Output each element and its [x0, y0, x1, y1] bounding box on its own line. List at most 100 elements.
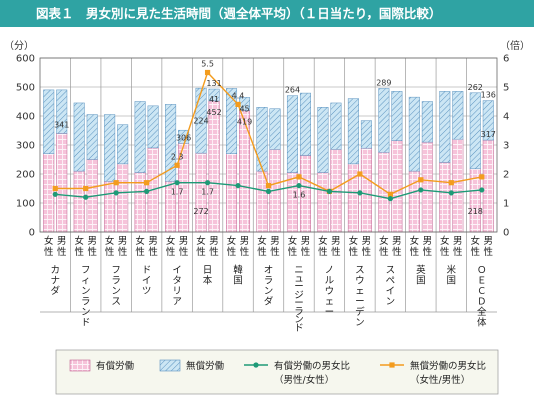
unpaid-ratio-point — [83, 185, 89, 192]
sex-label: 男性 — [453, 236, 463, 258]
paid-ratio-point — [448, 190, 454, 196]
paid-ratio-point — [326, 188, 333, 194]
bar-unpaid — [299, 92, 311, 156]
bar-paid — [482, 139, 494, 233]
sex-label: 男性 — [270, 236, 280, 258]
data-label: 264 — [285, 86, 300, 95]
legend-marker-paid-ratio — [253, 362, 259, 368]
bar-unpaid — [117, 124, 129, 165]
sex-label: 女性 — [257, 235, 267, 258]
sex-label: 女性 — [196, 235, 206, 258]
sex-label: 男性 — [209, 236, 219, 258]
bar-paid — [208, 100, 220, 233]
country-label: フランス — [111, 265, 121, 308]
data-label: 452 — [206, 108, 221, 117]
right-axis-unit: （倍） — [500, 39, 530, 52]
left-tick-label: 300 — [16, 141, 35, 152]
left-tick-label: 200 — [16, 170, 35, 181]
country-label: ニュージーランド — [294, 265, 304, 334]
sex-label: 男性 — [179, 236, 189, 258]
legend-label-paid-ratio-sub: （男性/女性） — [274, 374, 334, 386]
sex-label: 男性 — [423, 236, 433, 258]
chart-title: 図表１ 男女別に見た生活時間（週全体平均）（１日当たり，国際比較） — [0, 0, 534, 27]
bar-unpaid — [86, 114, 98, 160]
data-label: 262 — [468, 83, 483, 92]
paid-ratio-point — [52, 191, 58, 197]
left-tick-label: 400 — [16, 112, 35, 123]
bar-paid — [347, 163, 359, 233]
unpaid-ratio-point — [265, 183, 272, 189]
sex-label: 男性 — [484, 236, 494, 258]
paid-ratio-point — [235, 183, 241, 189]
left-tick-label: 0 — [29, 228, 35, 239]
bar-unpaid — [73, 102, 85, 172]
labels-layer: 341 306 2.3 1.7 224 272 131 41 452 5.5 1.7 4.4 45 419… — [54, 60, 496, 217]
chart-canvas: 3413062.31.7224272131414525.51.74.445419… — [4, 39, 530, 395]
country-label: 日本 — [203, 265, 213, 287]
bar-paid — [421, 141, 433, 233]
bar-unpaid — [286, 95, 298, 173]
unpaid-ratio-point — [387, 191, 393, 197]
legend-swatch-unpaid — [159, 359, 181, 372]
data-label: 1.7 — [201, 188, 214, 197]
bar-unpaid — [330, 102, 342, 150]
bar-paid — [134, 172, 146, 233]
country-label: カナダ — [50, 265, 60, 297]
data-label: 1.6 — [293, 191, 306, 200]
plot-border — [39, 57, 498, 233]
bar-paid — [360, 147, 372, 233]
data-label: 289 — [376, 78, 391, 87]
bar-unpaid — [482, 100, 494, 141]
unpaid-ratio-point — [448, 180, 454, 186]
data-label: 136 — [481, 91, 496, 100]
sex-label: 男性 — [57, 236, 67, 258]
country-label: イタリア — [172, 265, 182, 308]
paid-ratio-point — [113, 190, 119, 196]
data-label: 341 — [54, 120, 69, 129]
bar-unpaid — [469, 92, 481, 170]
left-axis-unit: （分） — [4, 40, 34, 52]
bars-layer — [43, 87, 494, 233]
legend-swatch-paid — [69, 359, 91, 372]
data-label: 317 — [481, 130, 496, 139]
unpaid-ratio-point — [235, 101, 241, 107]
bar-unpaid — [195, 87, 207, 154]
bar-paid — [43, 153, 55, 233]
data-label: 4.4 — [232, 91, 245, 100]
data-label: 306 — [176, 133, 191, 142]
bar-paid — [391, 140, 403, 233]
paid-ratio-point — [357, 190, 363, 196]
bar-paid — [117, 163, 129, 233]
data-label: 419 — [237, 117, 252, 126]
paid-ratio-point — [479, 187, 485, 193]
bar-unpaid — [147, 105, 159, 149]
right-tick-label: 2 — [503, 170, 509, 181]
bar-paid — [239, 110, 251, 233]
bar-paid — [104, 181, 116, 233]
bar-unpaid — [421, 101, 433, 143]
data-label: 224 — [193, 117, 208, 126]
sex-label: 男性 — [148, 236, 158, 258]
bar-paid — [226, 153, 238, 233]
sex-label: 男性 — [331, 236, 341, 258]
bar-unpaid — [43, 89, 55, 154]
grid-layer — [40, 57, 497, 313]
data-label: 45 — [239, 104, 249, 113]
sex-label: 男性 — [118, 236, 128, 258]
bar-paid — [286, 172, 298, 233]
sex-label: 男性 — [362, 236, 372, 258]
paid-ratio-point — [265, 188, 272, 194]
bar-unpaid — [408, 96, 420, 172]
unpaid-ratio-point — [418, 177, 424, 183]
bar-unpaid — [226, 88, 238, 154]
legend-label-unpaid-ratio-sub: （女性/男性） — [410, 374, 470, 386]
country-label: スペイン — [386, 265, 396, 308]
sex-label: 女性 — [288, 235, 298, 258]
sex-label: 女性 — [349, 235, 359, 258]
right-tick-label: 0 — [503, 228, 509, 239]
paid-ratio-point — [144, 188, 150, 194]
country-label: ノルウェー — [325, 265, 335, 318]
paid-ratio-point — [83, 194, 89, 200]
